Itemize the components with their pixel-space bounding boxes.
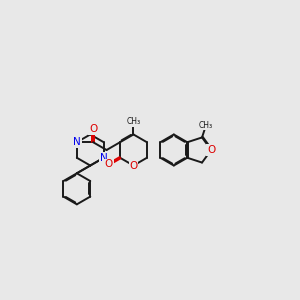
- Text: N: N: [100, 153, 108, 163]
- Text: O: O: [104, 159, 113, 170]
- Text: O: O: [207, 145, 215, 155]
- Text: CH₃: CH₃: [126, 117, 141, 126]
- Text: O: O: [129, 160, 138, 170]
- Text: CH₃: CH₃: [199, 121, 213, 130]
- Text: N: N: [73, 137, 81, 147]
- Text: CH₃: CH₃: [126, 117, 140, 126]
- Text: O: O: [89, 124, 97, 134]
